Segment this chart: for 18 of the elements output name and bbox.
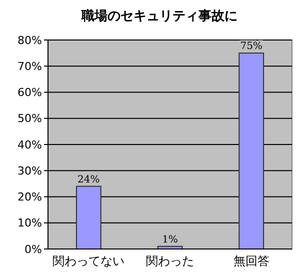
y-tick-label: 10% [18,216,42,230]
y-tick-label: 70% [18,60,42,73]
data-label: 1% [162,234,178,246]
bar [238,52,264,250]
y-tick-label: 50% [18,112,42,126]
y-tick-label: 80% [18,34,42,47]
y-tick-label: 60% [18,86,42,100]
x-tick-label: 関わった [146,254,194,268]
y-tick-label: 20% [18,190,42,204]
chart-title: 職場のセキュリティ事故に [80,8,238,24]
x-tick-label: 無回答 [233,254,270,268]
bar [76,186,102,250]
y-tick-label: 30% [18,164,42,178]
y-tick-label: 0% [24,242,42,256]
data-label: 75% [240,41,262,52]
y-tick-label: 40% [18,138,42,152]
x-tick-label: 関わってない [52,254,125,268]
data-label: 24% [78,174,100,186]
